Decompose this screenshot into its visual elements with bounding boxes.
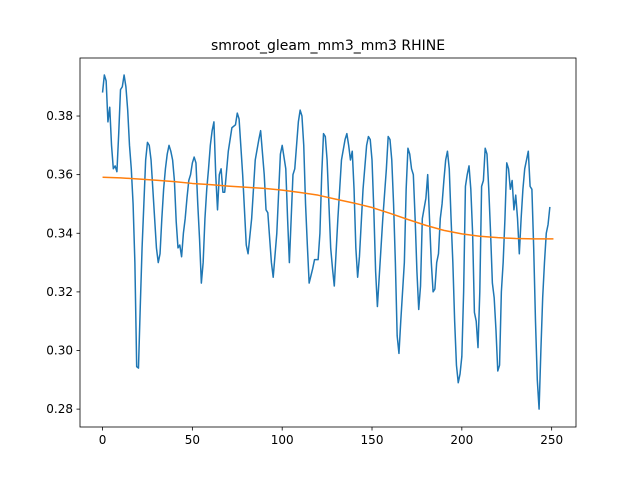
x-tick-label: 200 <box>450 433 473 447</box>
axes-frame <box>79 57 577 428</box>
y-tick-label: 0.30 <box>46 344 73 358</box>
data-line <box>102 176 554 240</box>
y-tick-label: 0.38 <box>46 109 73 123</box>
x-tick-label: 150 <box>361 433 384 447</box>
x-tick-label: 250 <box>540 433 563 447</box>
x-tick-label: 100 <box>271 433 294 447</box>
y-tick-label: 0.36 <box>46 168 73 182</box>
data-line <box>101 74 551 410</box>
y-tick-label: 0.32 <box>46 285 73 299</box>
x-tick-label: 50 <box>185 433 200 447</box>
y-tick-label: 0.28 <box>46 402 73 416</box>
x-tick-label: 0 <box>99 433 107 447</box>
chart-title: smroot_gleam_mm3_mm3 RHINE <box>211 38 445 54</box>
y-tick-label: 0.34 <box>46 226 73 240</box>
